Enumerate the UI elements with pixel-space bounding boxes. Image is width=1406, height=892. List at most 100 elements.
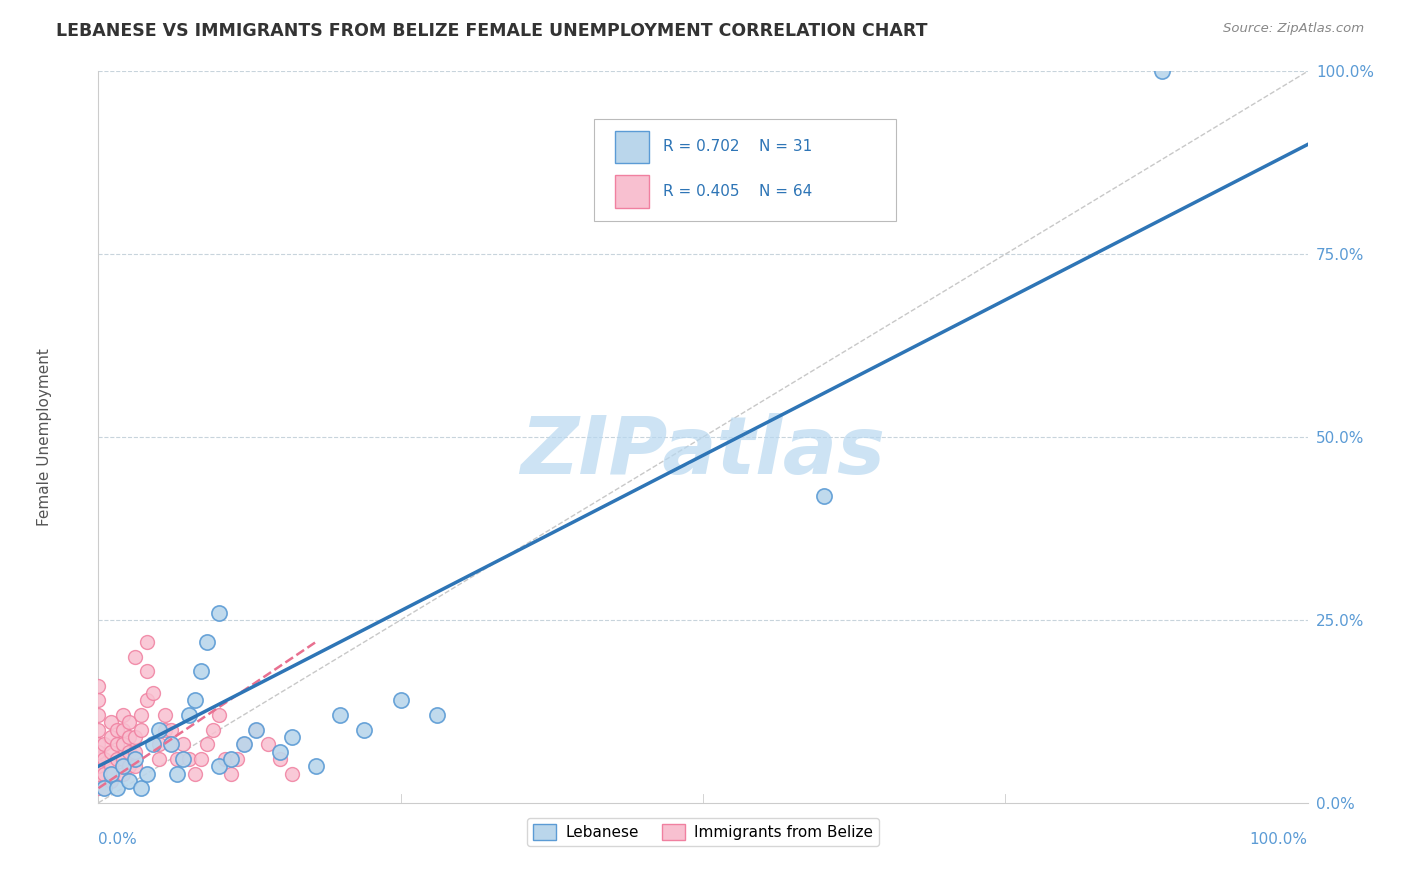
Point xyxy=(111,752,134,766)
Point xyxy=(118,730,141,744)
Point xyxy=(221,752,243,766)
Point xyxy=(87,781,110,796)
Point xyxy=(87,708,110,723)
Point xyxy=(256,737,278,751)
Point xyxy=(124,752,146,766)
Point xyxy=(245,723,267,737)
Point xyxy=(269,752,291,766)
Point xyxy=(179,708,201,723)
FancyBboxPatch shape xyxy=(614,130,648,163)
Point xyxy=(184,693,207,707)
Point xyxy=(245,723,267,737)
Text: R = 0.702    N = 31: R = 0.702 N = 31 xyxy=(664,139,813,154)
Point xyxy=(93,766,115,780)
Point xyxy=(93,737,115,751)
Point xyxy=(118,715,141,730)
Text: 0.0%: 0.0% xyxy=(98,832,138,847)
Point xyxy=(105,752,128,766)
Point xyxy=(129,708,152,723)
Point xyxy=(426,708,449,723)
Point xyxy=(172,752,194,766)
Point xyxy=(195,635,218,649)
Point xyxy=(353,723,375,737)
Point xyxy=(111,766,134,780)
Point xyxy=(166,766,188,780)
Point xyxy=(153,708,176,723)
Point xyxy=(87,745,110,759)
Point xyxy=(142,686,165,700)
Point xyxy=(160,723,183,737)
Point xyxy=(124,745,146,759)
Point xyxy=(142,737,165,751)
Point xyxy=(124,649,146,664)
Text: LEBANESE VS IMMIGRANTS FROM BELIZE FEMALE UNEMPLOYMENT CORRELATION CHART: LEBANESE VS IMMIGRANTS FROM BELIZE FEMAL… xyxy=(56,22,928,40)
Point xyxy=(100,766,122,780)
Point xyxy=(208,606,231,620)
Point xyxy=(813,489,835,503)
Point xyxy=(226,752,249,766)
Point xyxy=(87,723,110,737)
Point xyxy=(232,737,254,751)
Point xyxy=(105,737,128,751)
Point xyxy=(208,708,231,723)
Point xyxy=(135,693,157,707)
Point xyxy=(305,759,328,773)
Point xyxy=(100,715,122,730)
Point xyxy=(148,752,170,766)
Point xyxy=(101,766,124,780)
Point xyxy=(124,730,146,744)
Point xyxy=(153,723,176,737)
Point xyxy=(281,766,304,780)
Point xyxy=(1152,64,1174,78)
Point xyxy=(100,745,122,759)
Text: ZIPatlas: ZIPatlas xyxy=(520,413,886,491)
Point xyxy=(160,737,183,751)
Point xyxy=(135,664,157,678)
Text: 100.0%: 100.0% xyxy=(1250,832,1308,847)
Point xyxy=(148,723,170,737)
FancyBboxPatch shape xyxy=(595,119,897,221)
Point xyxy=(87,737,110,751)
Point xyxy=(87,766,110,780)
Point xyxy=(87,759,110,773)
Point xyxy=(93,781,115,796)
Point xyxy=(179,752,201,766)
Point xyxy=(190,664,212,678)
Point xyxy=(118,745,141,759)
Point xyxy=(118,759,141,773)
Point xyxy=(195,737,218,751)
Point xyxy=(129,781,152,796)
Point xyxy=(124,759,146,773)
Point xyxy=(160,737,183,751)
Point xyxy=(105,723,128,737)
Point xyxy=(93,752,115,766)
Point xyxy=(269,745,291,759)
Text: R = 0.405    N = 64: R = 0.405 N = 64 xyxy=(664,184,813,199)
Point xyxy=(172,737,194,751)
Point xyxy=(87,752,110,766)
Point xyxy=(190,752,212,766)
Point xyxy=(105,781,128,796)
Point xyxy=(100,759,122,773)
Point xyxy=(129,723,152,737)
Point xyxy=(111,737,134,751)
Point xyxy=(135,635,157,649)
Point xyxy=(118,773,141,788)
Point xyxy=(148,737,170,751)
Point xyxy=(87,693,110,707)
Point xyxy=(87,679,110,693)
Point xyxy=(166,752,188,766)
Point xyxy=(100,773,122,788)
Legend: Lebanese, Immigrants from Belize: Lebanese, Immigrants from Belize xyxy=(527,818,879,847)
Point xyxy=(100,730,122,744)
Point xyxy=(208,759,231,773)
Point xyxy=(389,693,412,707)
Text: Female Unemployment: Female Unemployment xyxy=(37,348,52,526)
Point xyxy=(221,766,243,780)
FancyBboxPatch shape xyxy=(614,175,648,208)
Point xyxy=(111,759,134,773)
Point xyxy=(184,766,207,780)
Point xyxy=(135,766,157,780)
Point xyxy=(214,752,236,766)
Point xyxy=(93,781,115,796)
